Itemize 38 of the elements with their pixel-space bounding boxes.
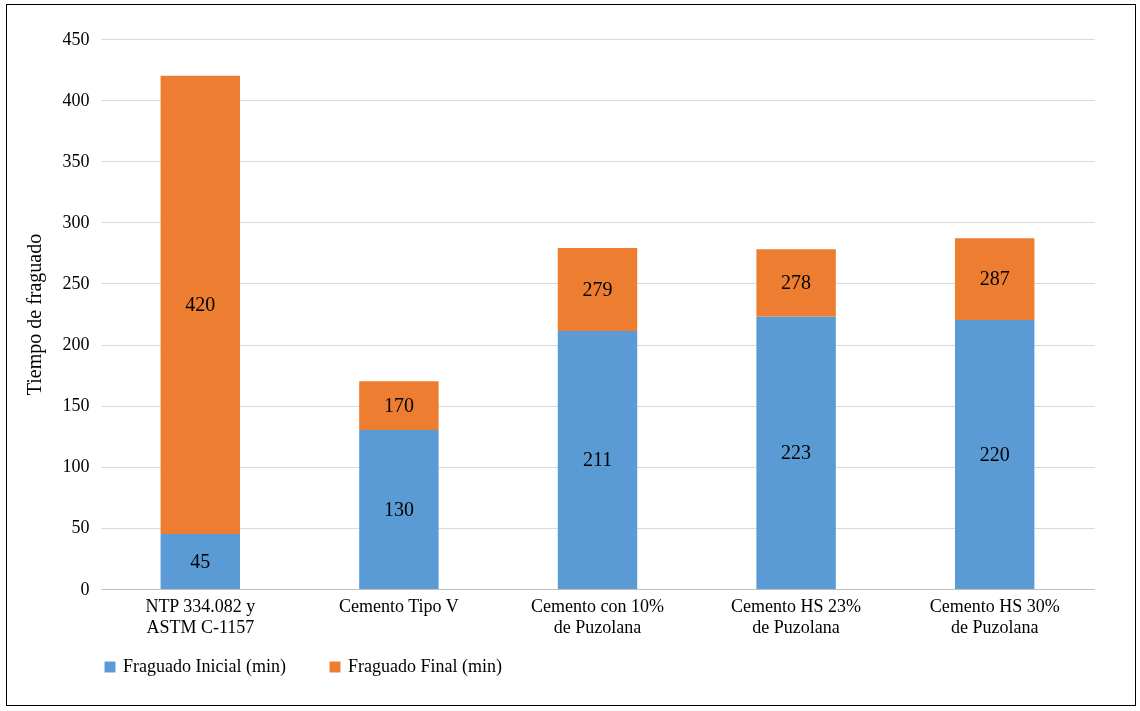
y-tick-label: 350 (62, 150, 90, 171)
bar (359, 381, 439, 431)
legend-label: Fraguado Final (min) (348, 656, 502, 677)
y-tick-label: 100 (62, 456, 90, 477)
bar (954, 320, 1035, 589)
data-label: 220 (979, 442, 1010, 465)
bar (756, 316, 836, 589)
data-label: 211 (582, 448, 613, 471)
y-tick-label: 450 (62, 28, 90, 49)
total-label: 278 (781, 270, 812, 293)
y-tick-label: 300 (62, 211, 90, 232)
bar (954, 238, 1035, 321)
x-tick-label: Cemento HS 30% de Puzolana (929, 595, 1060, 637)
x-tick-label: NTP 334.082 y ASTM C-1157 (145, 595, 256, 637)
y-tick-label: 400 (62, 89, 90, 110)
y-tick-label: 50 (71, 517, 90, 538)
legend-label: Fraguado Inicial (min) (123, 656, 286, 677)
total-label: 170 (383, 393, 414, 416)
x-tick-label: Cemento Tipo V (339, 595, 459, 616)
data-label: 130 (383, 497, 414, 520)
y-tick-label: 0 (80, 578, 90, 599)
bar (557, 331, 638, 589)
x-tick-label: Cemento con 10% de Puzolana (531, 595, 664, 637)
total-label: 287 (979, 267, 1010, 290)
total-label: 420 (185, 292, 216, 315)
bar (557, 248, 638, 332)
y-axis-title: Tiempo de fraguado (22, 233, 46, 396)
bar (359, 430, 439, 589)
bar (160, 534, 241, 589)
data-label: 223 (781, 440, 812, 463)
y-tick-label: 200 (62, 334, 90, 355)
bar (160, 75, 241, 534)
bar (756, 249, 836, 317)
x-tick-label: Cemento HS 23% de Puzolana (731, 595, 862, 637)
data-label: 45 (190, 549, 211, 572)
y-tick-label: 150 (62, 395, 90, 416)
total-label: 279 (582, 277, 613, 300)
y-tick-label: 250 (62, 272, 90, 293)
